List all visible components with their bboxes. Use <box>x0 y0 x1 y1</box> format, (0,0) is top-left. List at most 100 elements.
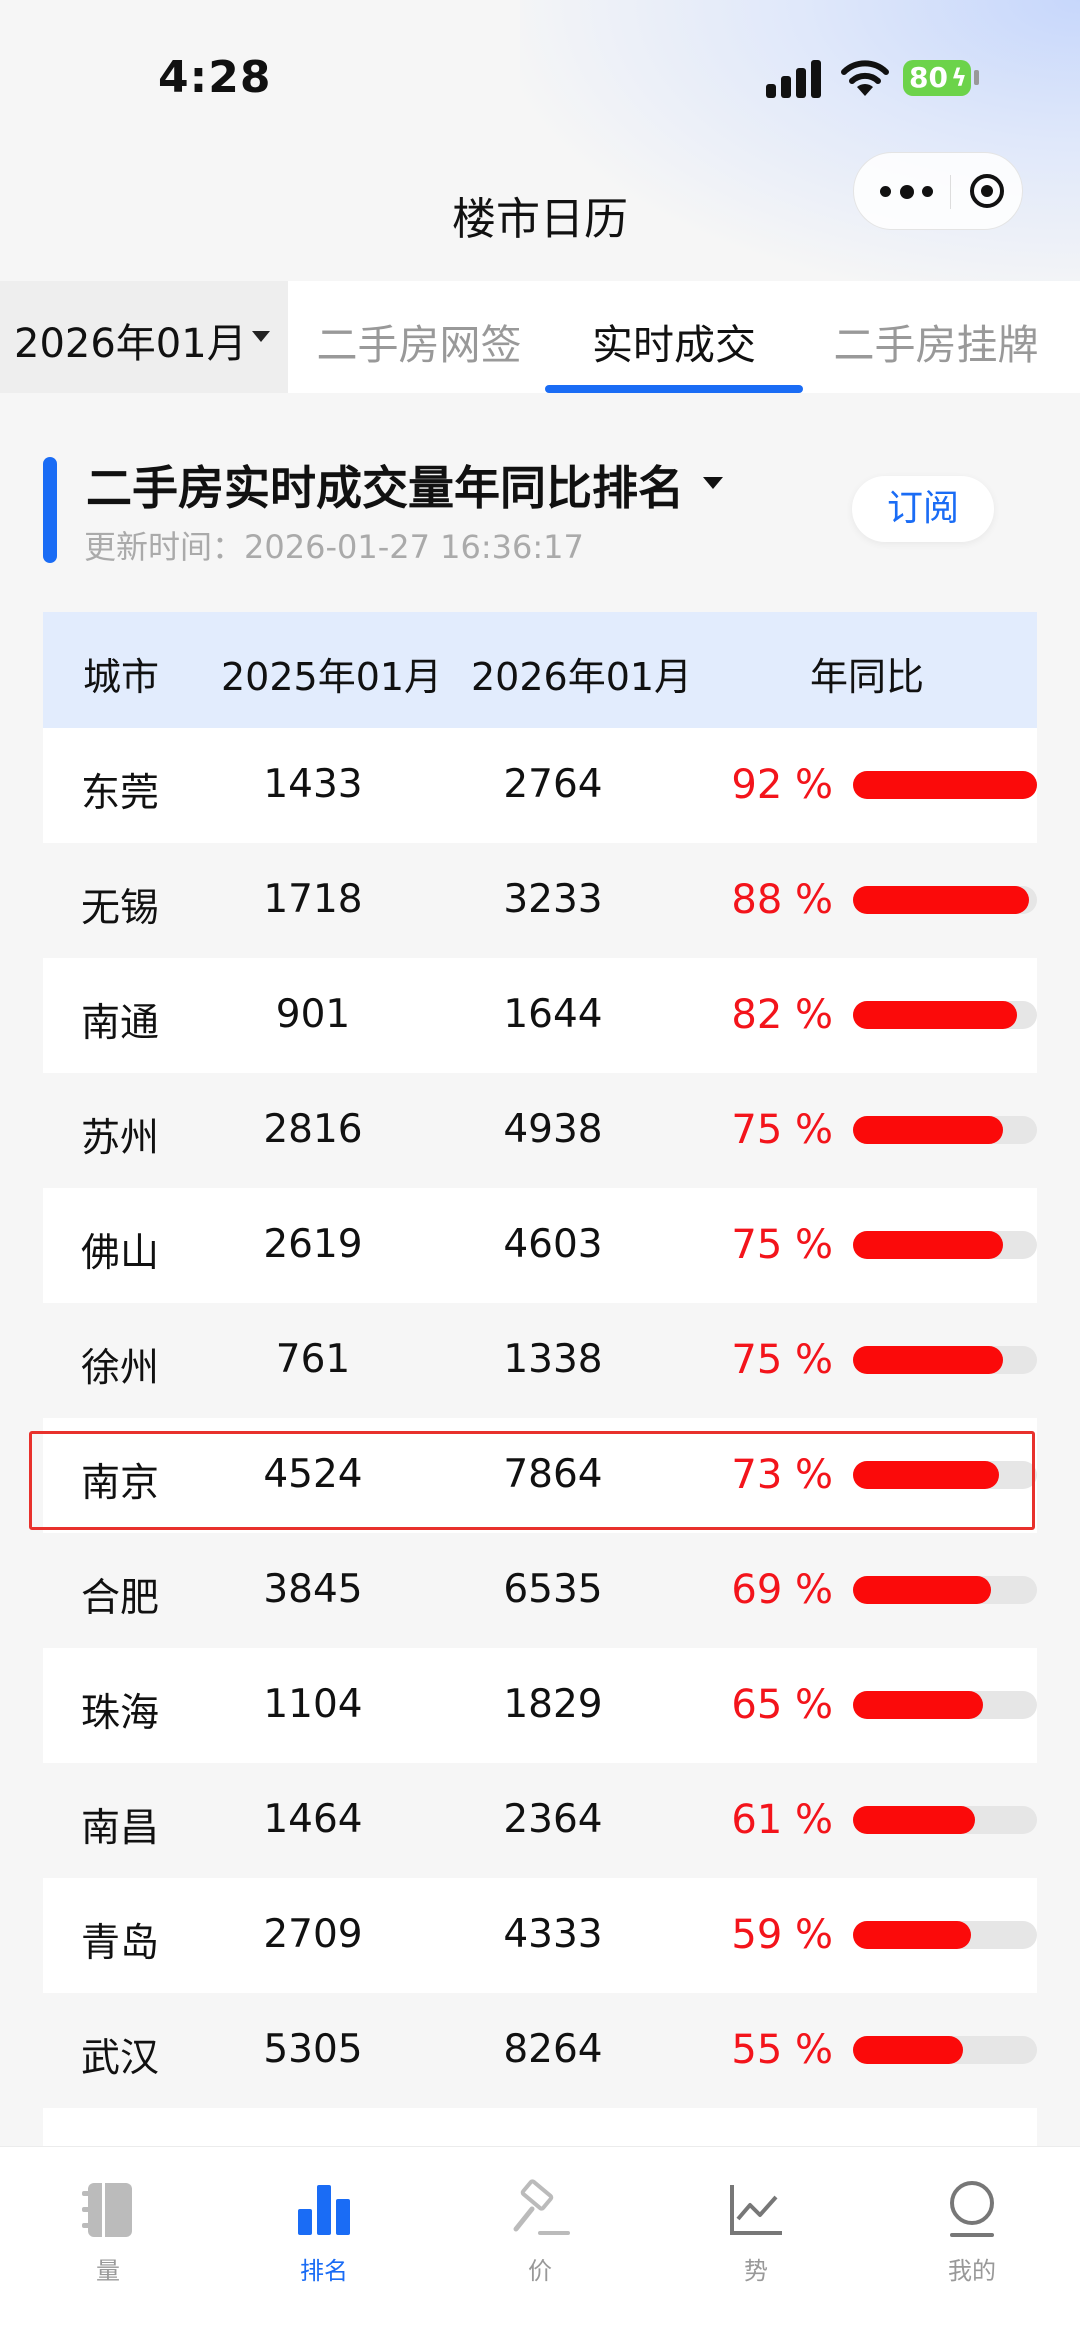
table-row[interactable]: 无锡 1718 3233 88 % <box>43 843 1037 958</box>
city-name: 徐州 <box>81 1346 160 1391</box>
gavel-icon <box>513 2179 570 2235</box>
active-tab-indicator <box>545 385 803 393</box>
yoy-bar-track <box>853 1691 1037 1719</box>
yoy-bar-fill <box>853 771 1037 799</box>
trend-icon <box>730 2185 782 2235</box>
header-yoy: 年同比 <box>810 655 925 699</box>
value-2025: 761 <box>275 1337 351 1382</box>
city-name: 青岛 <box>81 1921 160 1966</box>
city-name: 东莞 <box>81 771 160 816</box>
yoy-bar-track <box>853 1921 1037 1949</box>
city-name: 南昌 <box>81 1806 160 1851</box>
table-row[interactable]: 徐州 761 1338 75 % <box>43 1303 1037 1418</box>
month-selector[interactable]: 2026年01月 <box>0 281 288 393</box>
more-icon[interactable] <box>880 177 950 207</box>
table-row[interactable]: 武汉 5305 8264 55 % <box>43 1993 1037 2108</box>
yoy-bar-track <box>853 1346 1037 1374</box>
city-name: 佛山 <box>81 1231 160 1276</box>
value-2025: 1464 <box>263 1797 363 1842</box>
yoy-percent: 75 % <box>731 1337 833 1383</box>
yoy-bar-track <box>853 2036 1037 2064</box>
yoy-bar-track <box>853 1576 1037 1604</box>
value-2026: 2764 <box>503 762 603 807</box>
yoy-bar-fill <box>853 2036 963 2064</box>
table-header: 城市 2025年01月 2026年01月 年同比 <box>43 612 1037 728</box>
city-name: 合肥 <box>81 1576 160 1621</box>
section-accent-bar <box>43 457 57 563</box>
value-2026: 4938 <box>503 1107 603 1152</box>
value-2025: 1718 <box>263 877 363 922</box>
table-row[interactable]: 南昌 1464 2364 61 % <box>43 1763 1037 1878</box>
yoy-bar-fill <box>853 1116 1003 1144</box>
value-2026: 1644 <box>503 992 603 1037</box>
yoy-bar-fill <box>853 1346 1003 1374</box>
table-row[interactable]: 合肥 3845 6535 69 % <box>43 1533 1037 1648</box>
yoy-percent: 73 % <box>731 1452 833 1498</box>
value-2025: 5305 <box>263 2027 363 2072</box>
yoy-bar-fill <box>853 1806 975 1834</box>
value-2025: 1104 <box>263 1682 363 1727</box>
value-2025: 1433 <box>263 762 363 807</box>
status-time: 4:28 <box>158 52 272 103</box>
section-title[interactable]: 二手房实时成交量年同比排名 <box>86 461 684 515</box>
yoy-percent: 59 % <box>731 1912 833 1958</box>
value-2025: 2709 <box>263 1912 363 1957</box>
yoy-percent: 69 % <box>731 1567 833 1613</box>
yoy-bar-fill <box>853 1921 971 1949</box>
caret-down-icon <box>252 331 270 342</box>
city-name: 南通 <box>81 1001 160 1046</box>
yoy-bar-fill <box>853 1231 1003 1259</box>
value-2025: 901 <box>275 992 351 1037</box>
close-target-icon[interactable] <box>970 174 1004 208</box>
value-2026: 6535 <box>503 1567 603 1612</box>
status-bar: 4:28 80 ϟ <box>0 0 1080 150</box>
city-name: 珠海 <box>81 1691 160 1736</box>
nav-label: 量 <box>96 2257 120 2285</box>
table-row[interactable]: 珠海 1104 1829 65 % <box>43 1648 1037 1763</box>
battery-level: 80 <box>909 61 948 94</box>
table-row[interactable]: 东莞 1433 2764 92 % <box>43 728 1037 843</box>
nav-label: 我的 <box>948 2257 996 2285</box>
tab-bar: 2026年01月 二手房网签 实时成交 二手房挂牌 <box>0 281 1080 393</box>
nav-label: 势 <box>744 2257 768 2285</box>
value-2025: 2619 <box>263 1222 363 1267</box>
yoy-bar-track <box>853 1231 1037 1259</box>
highlight-box <box>29 1431 1035 1530</box>
caret-down-icon[interactable] <box>703 477 723 489</box>
yoy-percent: 82 % <box>731 992 833 1038</box>
page-title: 楼市日历 <box>452 194 628 245</box>
value-2026: 4603 <box>503 1222 603 1267</box>
header-background <box>520 0 1080 290</box>
yoy-bar-fill <box>853 1691 983 1719</box>
tab-realtime-deals[interactable]: 实时成交 <box>592 321 756 369</box>
value-2026: 3233 <box>503 877 603 922</box>
nav-label: 排名 <box>300 2257 348 2285</box>
tab-resale-listings[interactable]: 二手房挂牌 <box>833 321 1039 369</box>
table-row[interactable]: 苏州 2816 4938 75 % <box>43 1073 1037 1188</box>
tab-resale-registration[interactable]: 二手房网签 <box>316 321 522 369</box>
header-city: 城市 <box>83 655 160 699</box>
table-row[interactable]: 南京 4524 7864 73 % <box>43 1418 1037 1533</box>
yoy-percent: 92 % <box>731 762 833 808</box>
capsule-divider <box>950 175 951 209</box>
city-name: 无锡 <box>81 886 160 931</box>
yoy-bar-fill <box>853 1001 1017 1029</box>
table-row[interactable]: 青岛 2709 4333 59 % <box>43 1878 1037 1993</box>
yoy-bar-track <box>853 771 1037 799</box>
yoy-bar-track <box>853 886 1037 914</box>
table-row[interactable]: 南通 901 1644 82 % <box>43 958 1037 1073</box>
nav-label: 价 <box>528 2257 552 2285</box>
table-row[interactable]: 佛山 2619 4603 75 % <box>43 1188 1037 1303</box>
yoy-percent: 88 % <box>731 877 833 923</box>
bottom-nav: 量 排名 价 势 我的 <box>0 2146 1080 2348</box>
battery-icon: 80 ϟ <box>903 60 971 96</box>
yoy-bar-track <box>853 1806 1037 1834</box>
mini-program-capsule <box>853 152 1023 230</box>
yoy-bar-track <box>853 1001 1037 1029</box>
header-2025: 2025年01月 <box>221 655 443 699</box>
cellular-signal-icon <box>766 58 822 98</box>
yoy-percent: 65 % <box>731 1682 833 1728</box>
yoy-bar-fill <box>853 1576 991 1604</box>
subscribe-button[interactable]: 订阅 <box>852 476 994 542</box>
city-name: 武汉 <box>81 2036 160 2081</box>
